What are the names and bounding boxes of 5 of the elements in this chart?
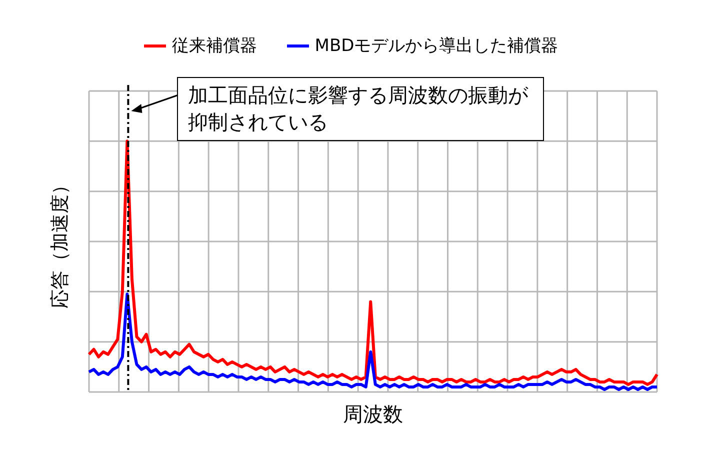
text: 加工面品位に影響する周波数の振動が抑制されている [177,77,544,141]
x-axis-title: 周波数 [342,401,404,428]
y-axis-title: 応答（加速度） [48,175,72,308]
legend-label: MBDモデルから導出した補償器 [314,35,558,57]
legend-label: 従来補償器 [172,35,257,57]
